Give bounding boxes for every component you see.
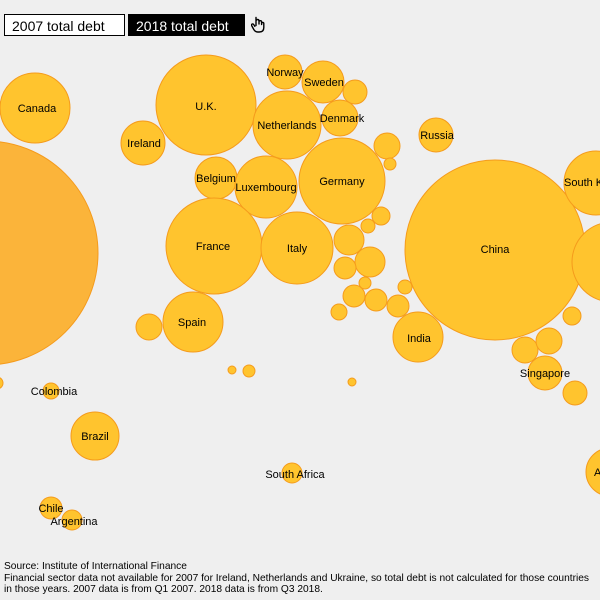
bubble-small-europe-8[interactable] — [358, 276, 372, 290]
bubble-small-europe-5[interactable] — [333, 224, 365, 256]
bubble-small-europe-13[interactable] — [397, 279, 413, 295]
label-denmark: Denmark — [320, 113, 365, 125]
label-south-africa: South Africa — [265, 469, 325, 481]
label-sweden: Sweden — [304, 77, 344, 89]
bubble-colombia[interactable] — [42, 382, 60, 400]
bubble-small-asia-3[interactable] — [562, 306, 582, 326]
bubble-small-asia-1[interactable] — [511, 336, 539, 364]
label-uk: U.K. — [195, 101, 216, 113]
bubble-small-europe-3[interactable] — [371, 206, 391, 226]
label-russia: Russia — [420, 130, 455, 142]
source-note: Source: Institute of International Finan… — [4, 561, 187, 572]
bubble-small-asia-4[interactable] — [562, 380, 588, 406]
bubble-germany[interactable] — [298, 137, 386, 225]
bubble-japan-partial[interactable] — [571, 222, 600, 302]
toggle-2018-total-debt[interactable]: 2018 total debt — [128, 14, 245, 36]
bubble-small-europe-1[interactable] — [373, 132, 401, 160]
bubble-small-europe-10[interactable] — [364, 288, 388, 312]
bubble-small-europe-12[interactable] — [386, 294, 410, 318]
bubble-small-europe-6[interactable] — [354, 246, 386, 278]
bubble-united-states[interactable] — [0, 141, 99, 365]
label-norway: Norway — [266, 67, 304, 79]
label-spain: Spain — [178, 317, 206, 329]
hand-pointer-icon — [251, 16, 265, 33]
bubble-south-africa[interactable] — [281, 462, 303, 484]
bubble-ireland[interactable] — [120, 120, 166, 166]
bubble-tiny-2[interactable] — [242, 364, 256, 378]
bubble-russia[interactable] — [418, 117, 454, 153]
bubble-uk[interactable] — [155, 54, 257, 156]
bubble-small-asia-2[interactable] — [535, 327, 563, 355]
bubble-small-europe-2[interactable] — [383, 157, 397, 171]
bubble-spain[interactable] — [162, 291, 224, 353]
bubble-denmark[interactable] — [321, 99, 359, 137]
bubble-australia-partial[interactable] — [585, 448, 600, 496]
bubble-india[interactable] — [392, 311, 444, 363]
label-india: India — [407, 333, 432, 345]
label-canada: Canada — [18, 103, 57, 115]
label-germany: Germany — [319, 176, 365, 188]
bubble-brazil[interactable] — [70, 411, 120, 461]
label-italy: Italy — [287, 243, 308, 255]
label-china: China — [481, 244, 511, 256]
toggle-2007-total-debt[interactable]: 2007 total debt — [4, 14, 125, 36]
label-brazil: Brazil — [81, 431, 109, 443]
bubble-sweden[interactable] — [301, 60, 345, 104]
bubble-mexico-partial[interactable] — [0, 377, 4, 389]
bubble-small-nordic-1[interactable] — [342, 79, 368, 105]
label-luxembourg: Luxembourg — [235, 182, 296, 194]
bubble-chile[interactable] — [39, 496, 63, 520]
bubble-singapore[interactable] — [527, 355, 563, 391]
label-ireland: Ireland — [127, 138, 161, 150]
bubble-netherlands[interactable] — [252, 90, 322, 160]
data-note: Financial sector data not available for … — [4, 572, 589, 596]
bubble-portugal[interactable] — [135, 313, 163, 341]
label-chile: Chile — [38, 503, 63, 515]
bubble-small-europe-9[interactable] — [342, 284, 366, 308]
label-france: France — [196, 241, 230, 253]
label-south-korea-partial: South K — [564, 177, 600, 189]
chart-footer: Source: Institute of International Finan… — [4, 561, 598, 596]
label-argentina: Argentina — [50, 516, 98, 528]
bubble-south-korea[interactable] — [563, 150, 600, 216]
label-belgium: Belgium — [196, 173, 236, 185]
bubble-norway[interactable] — [267, 54, 303, 90]
label-netherlands: Netherlands — [257, 120, 317, 132]
bubble-small-europe-4[interactable] — [360, 218, 376, 234]
bubble-tiny-1[interactable] — [227, 365, 237, 375]
bubble-italy[interactable] — [260, 211, 334, 285]
debt-year-toggle: 2007 total debt 2018 total debt — [4, 14, 265, 36]
label-colombia: Colombia — [31, 386, 78, 398]
bubble-small-europe-11[interactable] — [330, 303, 348, 321]
bubble-canada[interactable] — [0, 72, 71, 144]
bubble-small-europe-7[interactable] — [333, 256, 357, 280]
bubble-luxembourg[interactable] — [234, 155, 298, 219]
label-right-edge-partial: A — [594, 467, 600, 479]
label-singapore: Singapore — [520, 368, 570, 380]
bubble-tiny-3[interactable] — [347, 377, 357, 387]
bubble-argentina[interactable] — [61, 509, 83, 531]
